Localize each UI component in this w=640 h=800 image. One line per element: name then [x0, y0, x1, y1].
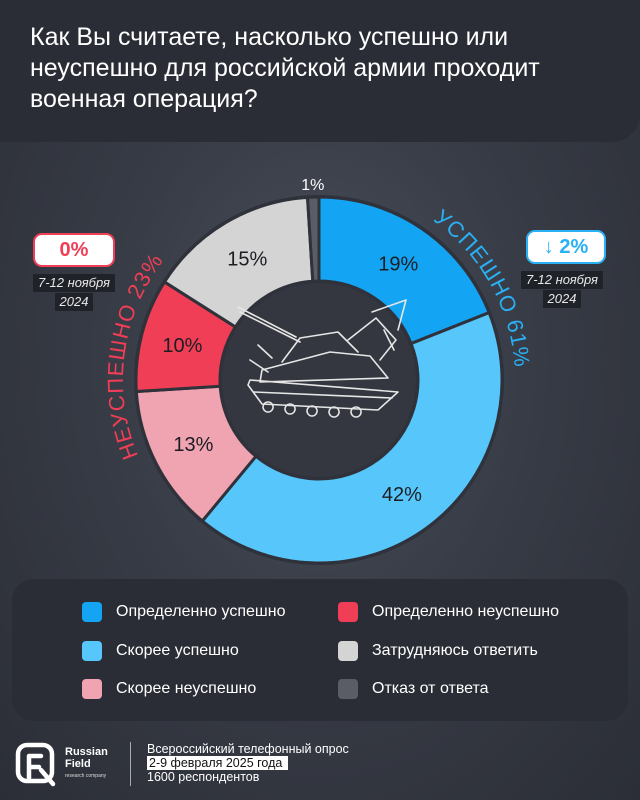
slice-label: 13% [173, 434, 213, 456]
slice-label: 19% [378, 253, 418, 275]
survey-respondents: 1600 респондентов [147, 770, 260, 784]
legend-label: Отказ от ответа [372, 680, 489, 697]
legend-item: Скорее успешно [82, 641, 239, 661]
slice-label: 15% [227, 249, 267, 271]
legend-label: Затрудняюсь ответить [372, 642, 538, 659]
legend-swatch [338, 679, 358, 699]
survey-info: Всероссийский телефонный опрос 2-9 февра… [147, 742, 349, 784]
legend-panel: Определенно успешно Определенно неуспешн… [12, 579, 628, 721]
legend-swatch [338, 641, 358, 661]
legend-item: Отказ от ответа [338, 679, 489, 699]
legend-item: Затрудняюсь ответить [338, 641, 538, 661]
tank-sketch-icon [237, 299, 407, 418]
legend-swatch [82, 641, 102, 661]
slice-label: 1% [301, 177, 324, 194]
logo-subtitle: research company [65, 773, 107, 779]
legend-swatch [338, 602, 358, 622]
slice-label: 42% [382, 484, 422, 506]
logo-line2: Field [65, 758, 91, 770]
footer-divider [130, 742, 131, 786]
survey-dates: 2-9 февраля 2025 года [147, 756, 289, 770]
date-right-line1: 7-12 ноября [520, 271, 603, 289]
slice-label: 10% [162, 335, 202, 357]
donut-slice [317, 195, 492, 346]
change-badge-successful: ↓ 2% [526, 230, 606, 264]
change-badge-unsuccessful: 0% [33, 233, 115, 267]
legend-label: Определенно успешно [116, 603, 286, 620]
legend-item: Определенно успешно [82, 602, 285, 622]
logo-text: Russian Field [65, 746, 108, 770]
donut-slice [200, 310, 504, 565]
survey-line1: Всероссийский телефонный опрос [147, 742, 349, 756]
date-left-line1: 7-12 ноября [32, 274, 115, 292]
logo-line1: Russian [65, 746, 108, 758]
chart-title: Как Вы считаете, насколько успешно или н… [30, 23, 540, 113]
header-panel: Как Вы считаете, насколько успешно или н… [0, 0, 640, 142]
russian-field-logo-icon [15, 742, 56, 787]
legend-label: Определенно неуспешно [372, 603, 560, 620]
date-right-line2: 2024 [542, 290, 582, 308]
legend-label: Скорее успешно [116, 642, 239, 659]
legend-label: Скорее неуспешно [116, 680, 257, 697]
legend-item: Скорее неуспешно [82, 679, 256, 699]
legend-item: Определенно неуспешно [338, 602, 559, 622]
date-tag-right: 7-12 ноября 2024 [510, 270, 614, 309]
donut-slice [305, 195, 321, 283]
legend-swatch [82, 679, 102, 699]
date-tag-left: 7-12 ноября 2024 [26, 273, 122, 312]
date-left-line2: 2024 [54, 293, 94, 311]
legend-swatch [82, 602, 102, 622]
